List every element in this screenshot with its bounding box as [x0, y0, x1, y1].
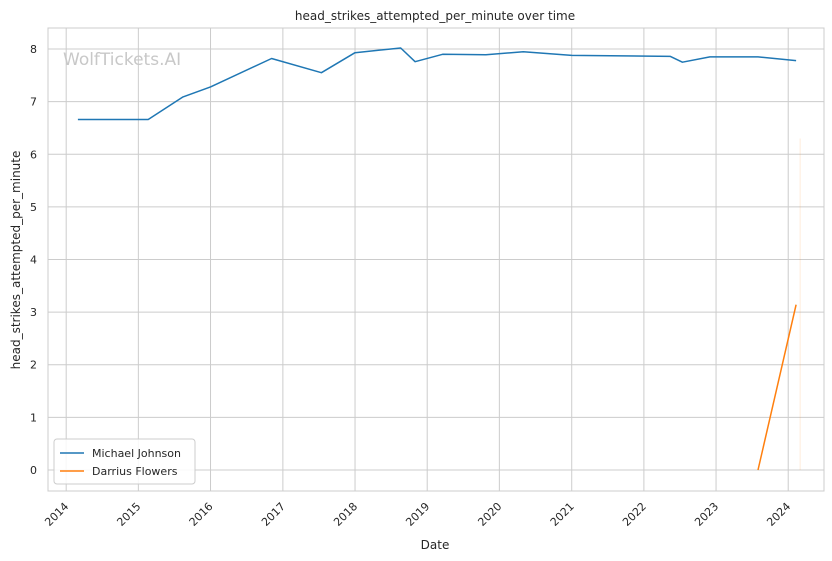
data-point-michael-johnson	[400, 47, 402, 49]
legend-frame	[53, 438, 196, 485]
series-line-darrius-flowers	[757, 304, 797, 471]
y-tick-label: 2	[30, 359, 37, 372]
y-tick-label: 0	[30, 464, 37, 477]
data-point-michael-johnson	[571, 55, 573, 57]
data-point-michael-johnson	[321, 72, 323, 74]
chart-title: head_strikes_attempted_per_minute over t…	[295, 9, 575, 23]
legend-label-darrius-flowers: Darrius Flowers	[92, 465, 178, 478]
data-point-michael-johnson	[77, 119, 79, 121]
y-tick-label: 5	[30, 201, 37, 214]
x-tick-label: 2018	[331, 500, 360, 529]
plot-area-frame	[47, 27, 825, 492]
y-tick-label: 4	[30, 254, 37, 267]
data-point-michael-johnson	[271, 58, 273, 60]
legend-label-michael-johnson: Michael Johnson	[92, 447, 181, 460]
x-tick-label: 2023	[692, 500, 721, 529]
data-point-michael-johnson	[670, 56, 672, 58]
data-point-michael-johnson	[485, 54, 487, 56]
x-tick-label: 2019	[403, 500, 432, 529]
x-axis-ticks: 2014 2015 2016 2017 2018 2019 2020 2021 2022 2023…	[42, 500, 793, 529]
data-point-michael-johnson	[795, 60, 797, 62]
series-line-michael-johnson	[77, 47, 797, 121]
data-point-michael-johnson	[523, 51, 525, 53]
x-tick-label: 2020	[475, 500, 504, 529]
data-point-michael-johnson	[682, 61, 684, 63]
legend: Michael Johnson Darrius Flowers	[53, 438, 196, 485]
series-layer	[77, 47, 801, 471]
x-tick-label: 2014	[42, 500, 71, 529]
x-tick-label: 2017	[259, 500, 288, 529]
data-point-michael-johnson	[147, 119, 149, 121]
y-axis-title: head_strikes_attempted_per_minute	[9, 151, 23, 370]
data-point-michael-johnson	[414, 61, 416, 63]
data-point-darrius-flowers	[757, 469, 759, 471]
x-tick-label: 2016	[187, 500, 216, 529]
watermark-text: WolfTickets.AI	[63, 50, 181, 70]
x-tick-label: 2021	[548, 500, 577, 529]
y-tick-label: 7	[30, 96, 37, 109]
y-tick-label: 3	[30, 306, 37, 319]
y-tick-label: 6	[30, 148, 37, 161]
gridlines	[48, 28, 824, 491]
data-point-darrius-flowers	[795, 304, 797, 306]
data-point-michael-johnson	[210, 86, 212, 88]
data-point-michael-johnson	[757, 56, 759, 58]
x-axis-title: Date	[421, 538, 450, 552]
data-point-michael-johnson	[182, 96, 184, 98]
x-tick-label: 2024	[764, 500, 793, 529]
data-point-michael-johnson	[442, 54, 444, 56]
y-tick-label: 1	[30, 411, 37, 424]
x-tick-label: 2022	[620, 500, 649, 529]
x-tick-label: 2015	[114, 500, 143, 529]
data-point-michael-johnson	[709, 56, 711, 58]
y-tick-label: 8	[30, 43, 37, 56]
y-axis-ticks: 0 1 2 3 4 5 6 7 8	[30, 43, 37, 477]
data-point-michael-johnson	[354, 52, 356, 54]
